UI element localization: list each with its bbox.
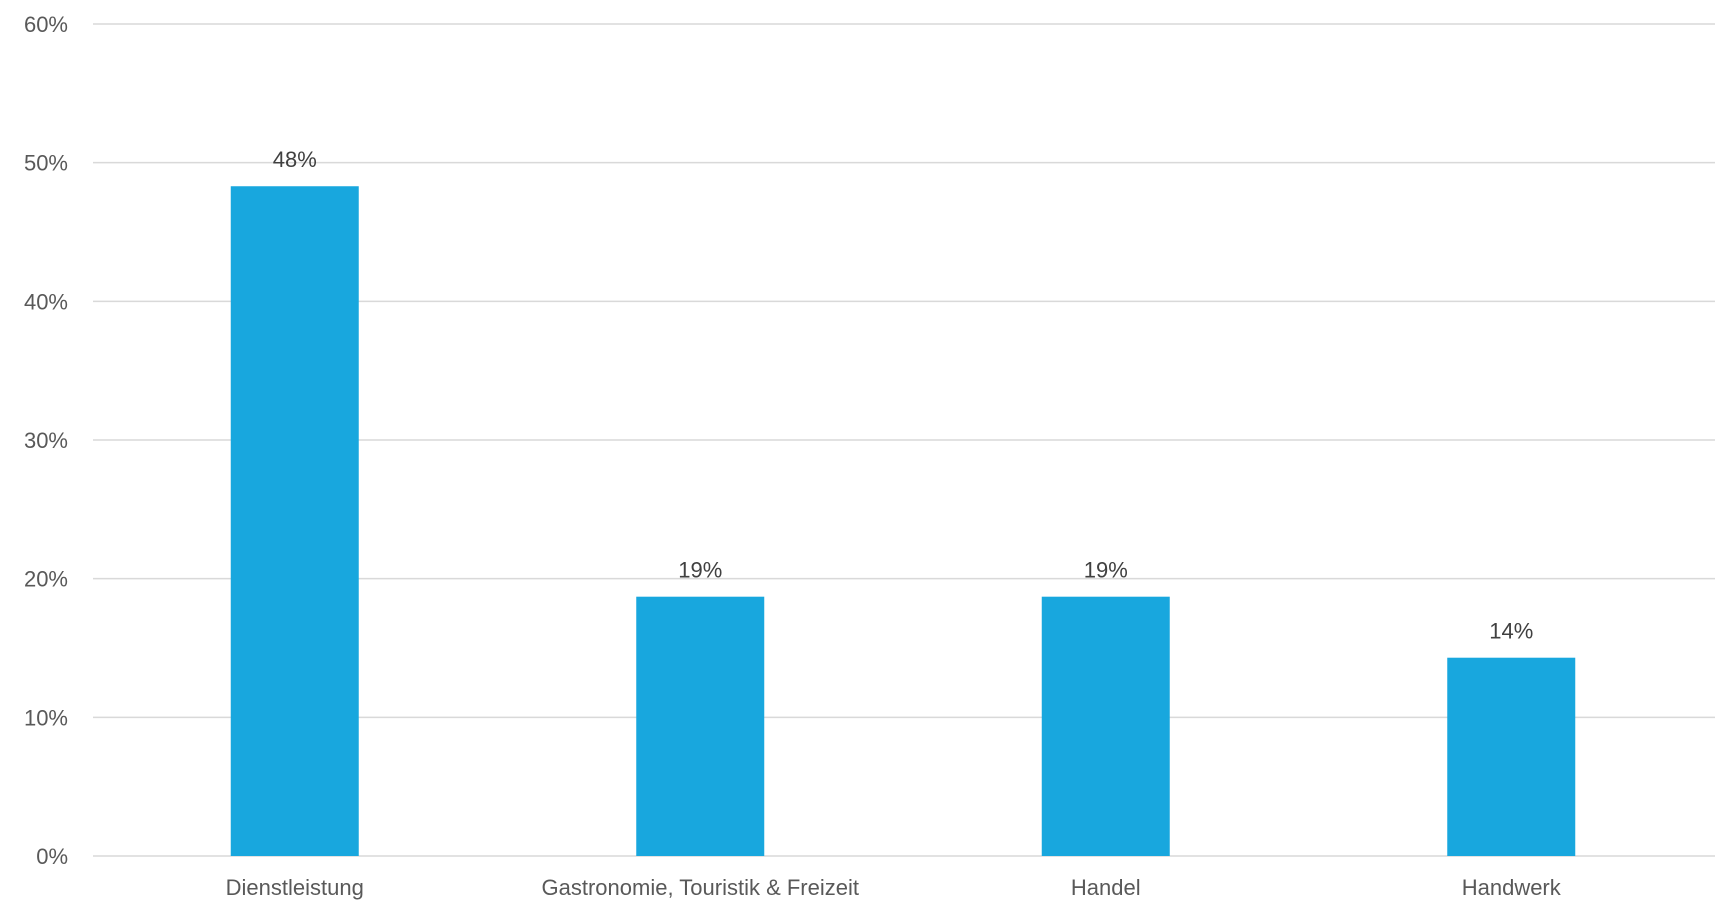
y-tick-label: 50%	[24, 151, 68, 176]
x-category-label: Gastronomie, Touristik & Freizeit	[542, 875, 859, 900]
x-category-label: Handwerk	[1462, 875, 1562, 900]
data-label: 19%	[1084, 558, 1128, 583]
y-tick-label: 30%	[24, 428, 68, 453]
gridlines	[93, 23, 1715, 857]
y-tick-label: 0%	[36, 844, 68, 869]
data-label: 19%	[678, 558, 722, 583]
bars	[230, 186, 1576, 857]
data-label: 14%	[1489, 619, 1533, 644]
bar	[636, 596, 765, 856]
data-label: 48%	[273, 147, 317, 172]
y-axis-ticks: 0% 10% 20% 30% 40% 50% 60%	[24, 12, 68, 869]
y-tick-label: 60%	[24, 12, 68, 37]
y-tick-label: 40%	[24, 289, 68, 314]
y-tick-label: 10%	[24, 705, 68, 730]
bar	[230, 186, 359, 857]
x-category-label: Dienstleistung	[226, 875, 364, 900]
bar	[1041, 596, 1170, 856]
bar	[1447, 657, 1576, 856]
x-axis-categories: Dienstleistung Gastronomie, Touristik & F…	[226, 875, 1562, 900]
data-labels: 48% 19% 19% 14%	[273, 147, 1534, 643]
y-tick-label: 20%	[24, 567, 68, 592]
x-category-label: Handel	[1071, 875, 1141, 900]
